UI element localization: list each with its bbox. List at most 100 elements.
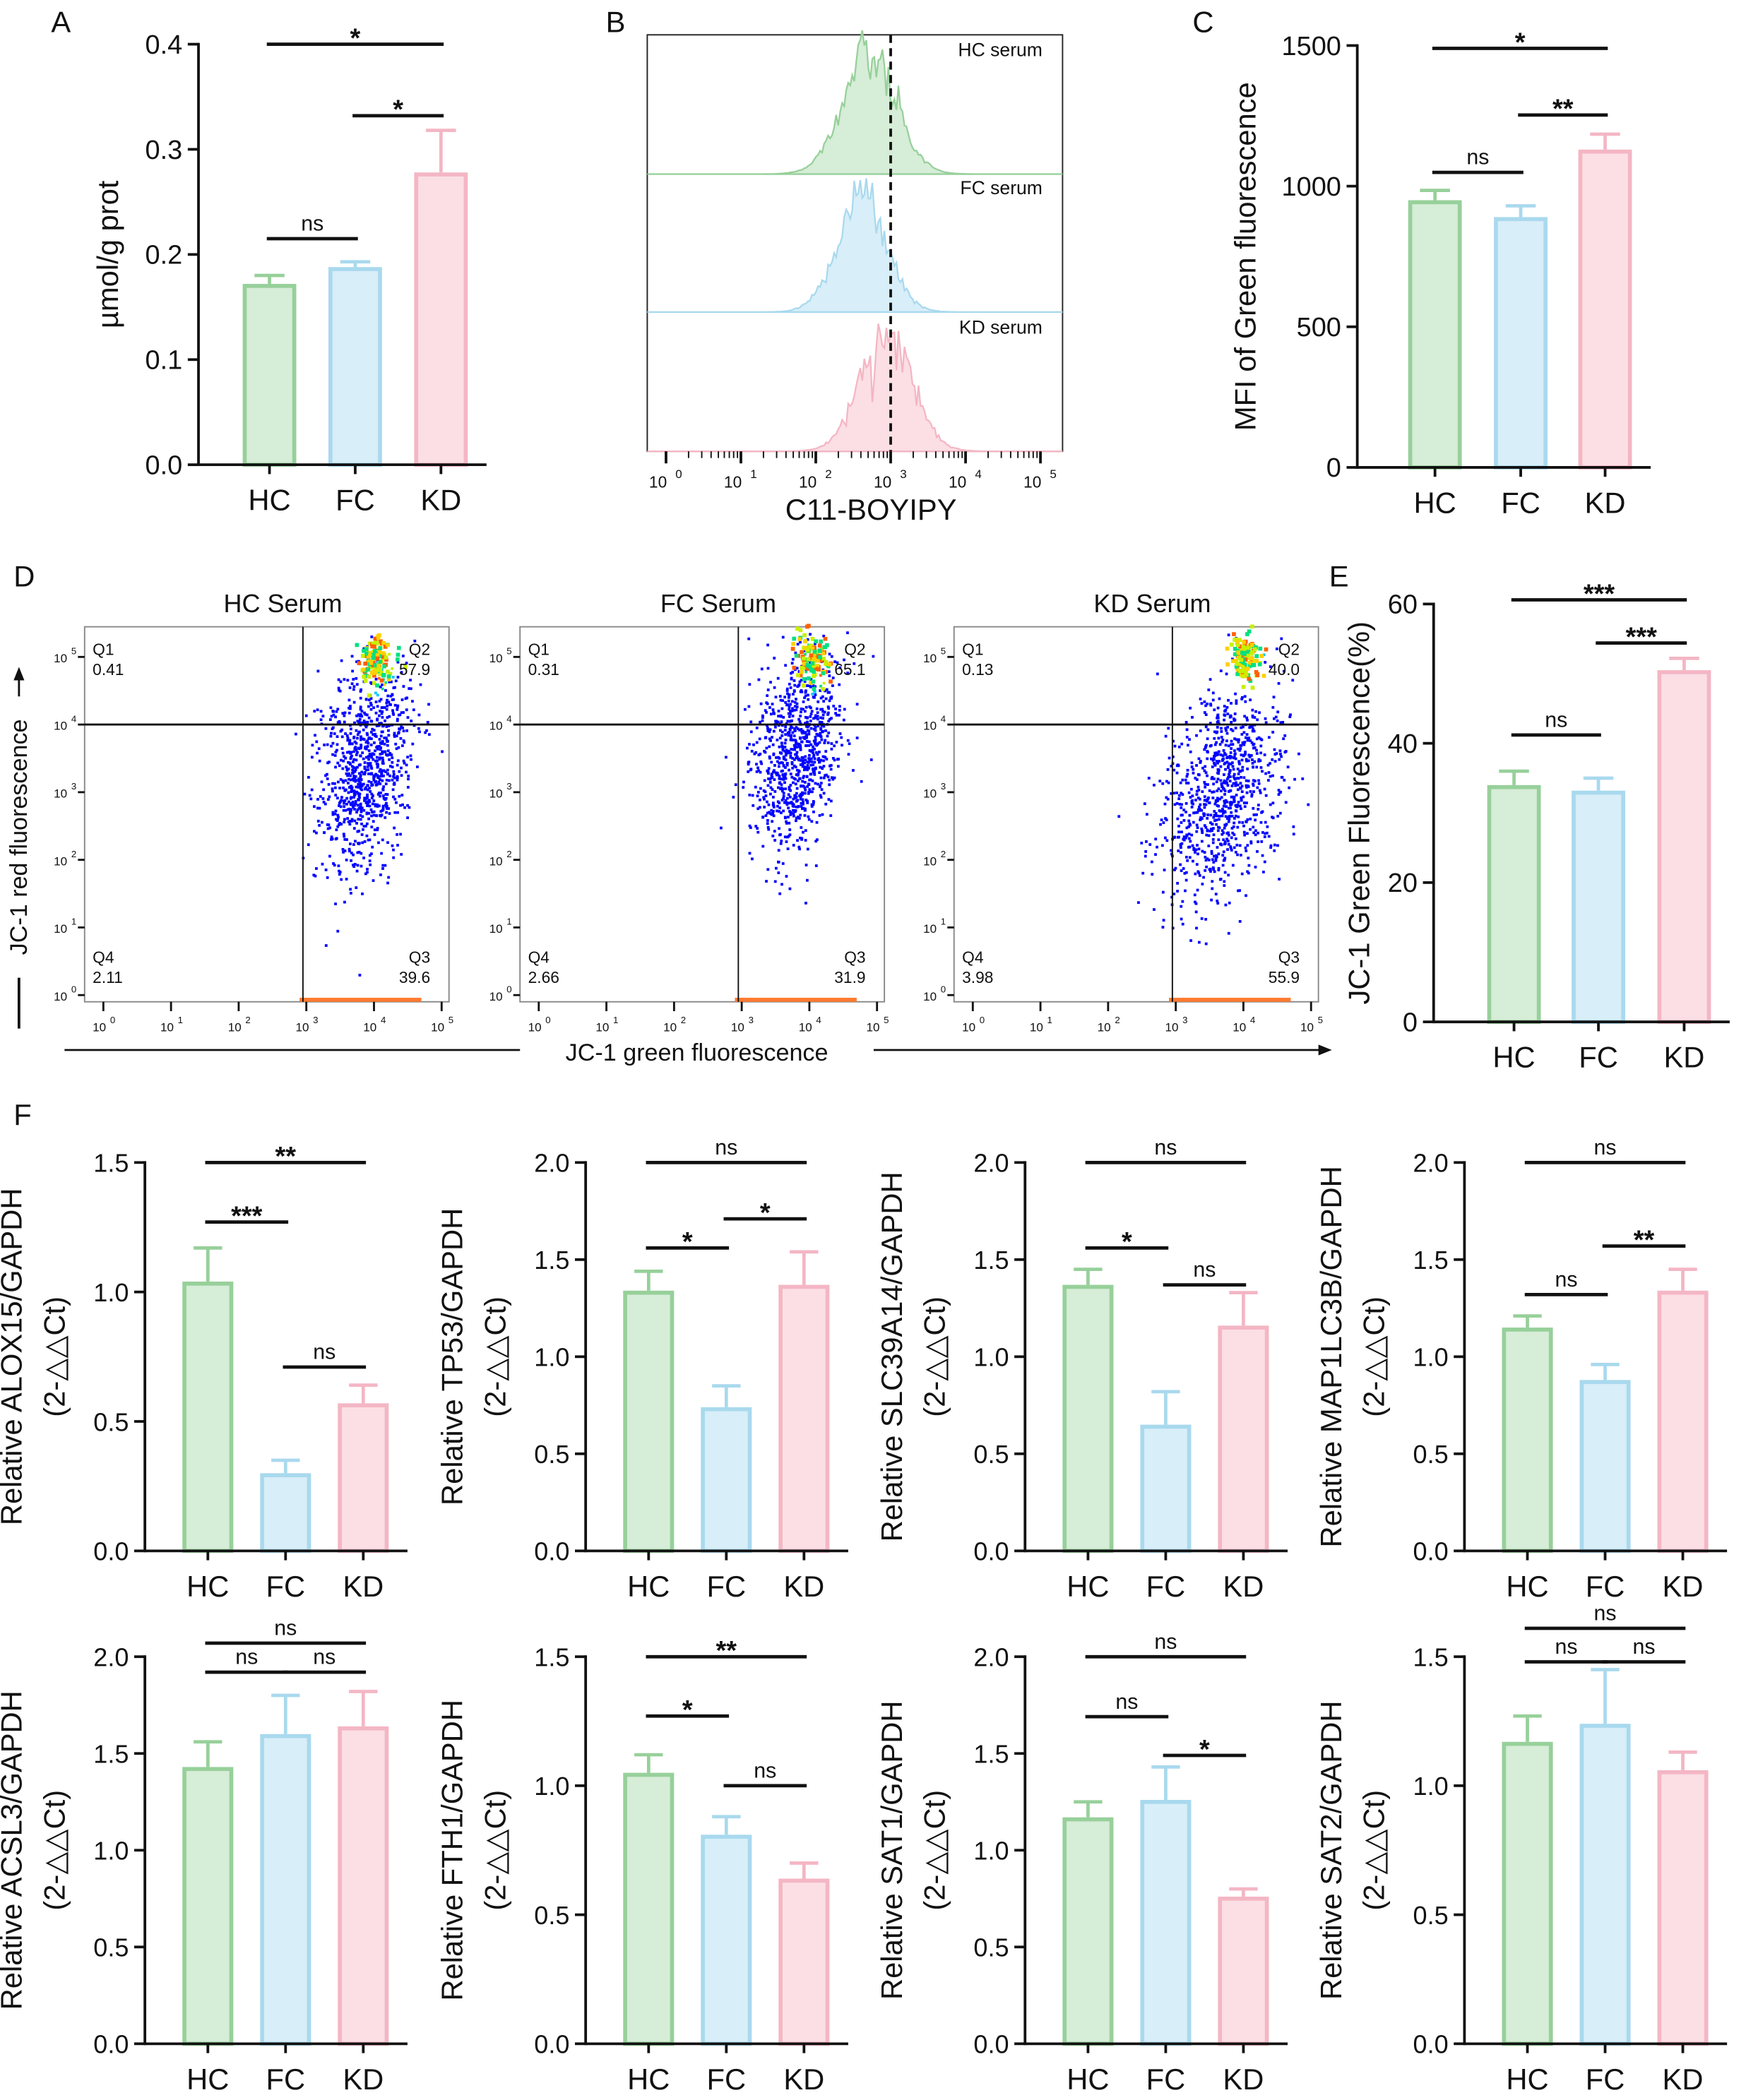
event-dot bbox=[375, 756, 379, 759]
event-dot bbox=[349, 892, 352, 895]
x-tick-label: 10 bbox=[799, 472, 816, 491]
event-dot bbox=[347, 791, 350, 794]
event-dot bbox=[1271, 758, 1274, 761]
event-dot bbox=[340, 799, 343, 802]
event-dot-dense bbox=[1245, 645, 1250, 650]
y-axis-label: Relative ALOX15/GAPDH bbox=[0, 1188, 28, 1526]
event-dot bbox=[386, 807, 388, 810]
event-dot bbox=[807, 757, 811, 760]
event-dot bbox=[788, 887, 792, 890]
event-dot bbox=[1221, 809, 1225, 812]
event-dot bbox=[356, 765, 359, 769]
event-dot bbox=[1234, 814, 1237, 818]
event-dot bbox=[370, 767, 374, 770]
category-label: HC bbox=[248, 484, 290, 517]
event-dot bbox=[393, 703, 397, 707]
event-dot bbox=[345, 878, 348, 881]
event-dot bbox=[1203, 824, 1206, 828]
event-dot bbox=[366, 796, 369, 799]
event-dot bbox=[783, 746, 787, 748]
event-dot bbox=[399, 804, 402, 807]
event-dot-dense bbox=[370, 644, 375, 649]
event-dot bbox=[377, 724, 381, 727]
event-dot bbox=[797, 805, 800, 808]
event-dot bbox=[773, 790, 777, 793]
event-dot bbox=[1249, 817, 1252, 821]
event-dot bbox=[427, 703, 430, 706]
arrow-up-icon bbox=[13, 667, 25, 681]
y-tick-label: 10 bbox=[489, 787, 503, 800]
event-dot bbox=[396, 776, 399, 780]
event-dot bbox=[819, 796, 823, 799]
category-label: HC bbox=[1414, 486, 1456, 519]
event-dot-dense bbox=[1237, 644, 1242, 649]
event-dot bbox=[337, 678, 340, 681]
event-dot bbox=[1230, 849, 1233, 852]
event-dot bbox=[323, 802, 327, 806]
event-dot bbox=[794, 777, 797, 781]
event-dot bbox=[781, 699, 785, 703]
event-dot-dense bbox=[373, 663, 378, 668]
event-dot bbox=[343, 714, 346, 717]
event-dot bbox=[786, 720, 790, 723]
panel-letter-f: F bbox=[13, 1098, 31, 1131]
event-dot bbox=[1215, 823, 1218, 826]
event-dot bbox=[1148, 843, 1152, 846]
event-dot bbox=[804, 829, 807, 833]
event-dot bbox=[407, 775, 410, 777]
event-dot bbox=[792, 844, 795, 847]
event-dot bbox=[392, 712, 396, 716]
event-dot-dense bbox=[1259, 654, 1264, 658]
event-dot bbox=[818, 720, 821, 724]
event-dot bbox=[771, 708, 775, 711]
event-dot bbox=[334, 765, 337, 769]
event-dot bbox=[384, 770, 387, 773]
event-dot bbox=[1189, 840, 1192, 843]
event-dot bbox=[1209, 813, 1213, 817]
event-dot bbox=[826, 711, 830, 715]
event-dot bbox=[374, 677, 378, 681]
event-dot bbox=[334, 794, 338, 797]
event-dot bbox=[381, 724, 384, 728]
event-dot bbox=[774, 696, 778, 699]
event-dot bbox=[356, 851, 360, 854]
event-dot bbox=[348, 686, 352, 689]
event-dot bbox=[391, 788, 395, 792]
event-dot-dense bbox=[1254, 654, 1259, 659]
event-dot bbox=[1216, 902, 1220, 905]
event-dot bbox=[363, 711, 366, 715]
event-dot bbox=[792, 734, 796, 738]
event-dot bbox=[1233, 816, 1236, 820]
y-tick-label: 1.0 bbox=[1413, 1772, 1449, 1801]
event-dot bbox=[774, 771, 778, 775]
event-dot bbox=[376, 717, 379, 721]
event-dot bbox=[352, 735, 356, 739]
event-dot bbox=[370, 825, 374, 829]
event-dot bbox=[782, 809, 785, 813]
event-dot bbox=[381, 794, 385, 797]
event-dot-dense bbox=[1225, 662, 1230, 667]
event-dot bbox=[816, 711, 819, 715]
event-dot bbox=[1177, 745, 1181, 748]
event-dot bbox=[338, 869, 340, 873]
event-dot bbox=[1187, 782, 1190, 784]
event-dot bbox=[754, 825, 758, 828]
event-dot bbox=[1224, 727, 1228, 730]
event-dot bbox=[792, 679, 796, 682]
bar-fc bbox=[1140, 1424, 1192, 1553]
event-dot bbox=[831, 757, 835, 760]
event-dot bbox=[1276, 719, 1279, 722]
event-dot bbox=[356, 733, 360, 736]
event-dot-dense bbox=[807, 676, 811, 681]
event-dot bbox=[1173, 744, 1177, 748]
event-dot bbox=[1277, 681, 1281, 685]
event-dot bbox=[348, 849, 351, 853]
event-dot bbox=[331, 813, 335, 816]
event-dot bbox=[1252, 782, 1254, 786]
event-dot-dense bbox=[805, 667, 810, 671]
event-dot bbox=[350, 682, 354, 686]
event-dot bbox=[1255, 765, 1259, 769]
event-dot bbox=[355, 676, 358, 680]
event-dot bbox=[1225, 739, 1228, 743]
